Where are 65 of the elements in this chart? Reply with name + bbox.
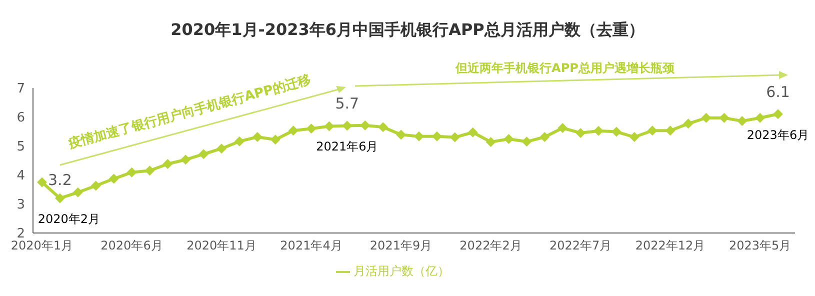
point [252, 132, 262, 142]
point [90, 180, 101, 191]
point [360, 120, 370, 130]
x-tick-label: 2021年9月 [370, 238, 432, 253]
point [611, 126, 622, 137]
point [234, 136, 244, 146]
point [701, 112, 712, 123]
point [108, 174, 119, 184]
point [342, 120, 352, 131]
chart-title: 2020年1月-2023年6月中国手机银行APP总月活用户数（去重） [170, 20, 646, 41]
point [180, 154, 191, 165]
x-tick-label: 2020年11月 [186, 238, 256, 253]
x-tick-label: 2022年12月 [635, 238, 706, 253]
point [432, 131, 442, 142]
point [576, 128, 586, 138]
point [737, 116, 748, 126]
point [126, 167, 137, 178]
point [629, 132, 640, 142]
point [504, 134, 514, 144]
point [37, 177, 47, 188]
point [324, 121, 334, 132]
point [468, 127, 478, 138]
point [522, 136, 532, 147]
y-tick-label: 7 [16, 82, 25, 97]
point [378, 122, 388, 132]
point [540, 132, 550, 142]
x-tick-label: 2022年2月 [460, 238, 522, 253]
data-label: 5.7 [335, 94, 360, 113]
text: 但近两年手机银行APP总用户遇增长瓶颈 [454, 61, 676, 75]
point [665, 126, 676, 136]
point [144, 166, 155, 176]
point [450, 132, 460, 142]
point [647, 126, 658, 136]
point [216, 144, 227, 154]
x-tick-label: 2021年4月 [280, 238, 342, 253]
y-tick-label: 6 [16, 110, 25, 126]
point [396, 130, 406, 140]
point [162, 158, 173, 169]
point [719, 112, 730, 123]
point [288, 126, 298, 136]
x-tick-label: 2023年5月 [728, 238, 792, 253]
point [558, 123, 568, 134]
point [683, 118, 694, 129]
point [593, 126, 604, 136]
point [414, 131, 424, 142]
point [54, 193, 65, 204]
y-tick-label: 5 [16, 140, 25, 155]
data-label: 3.2 [48, 171, 72, 190]
y-tick-label: 3 [16, 198, 25, 213]
data-label: 6.1 [766, 83, 790, 102]
annotation: 2020年2月 [38, 212, 100, 226]
x-tick-label: 2022年7月 [549, 238, 612, 253]
annotation: 2021年6月 [316, 140, 378, 154]
annotation: 疫情加速了银行用户向手机银行APP的迁移 [66, 72, 313, 152]
legend-label: 月活用户数（亿） [354, 264, 450, 278]
x-tick-label: 2020年6月 [100, 238, 163, 253]
point [755, 112, 766, 123]
point [773, 109, 783, 120]
point [306, 124, 316, 134]
annotation: 2023年6月 [746, 128, 810, 142]
point [486, 136, 496, 147]
point [270, 134, 280, 145]
y-tick-label: 4 [16, 168, 25, 184]
point [198, 149, 209, 160]
point [72, 187, 83, 198]
